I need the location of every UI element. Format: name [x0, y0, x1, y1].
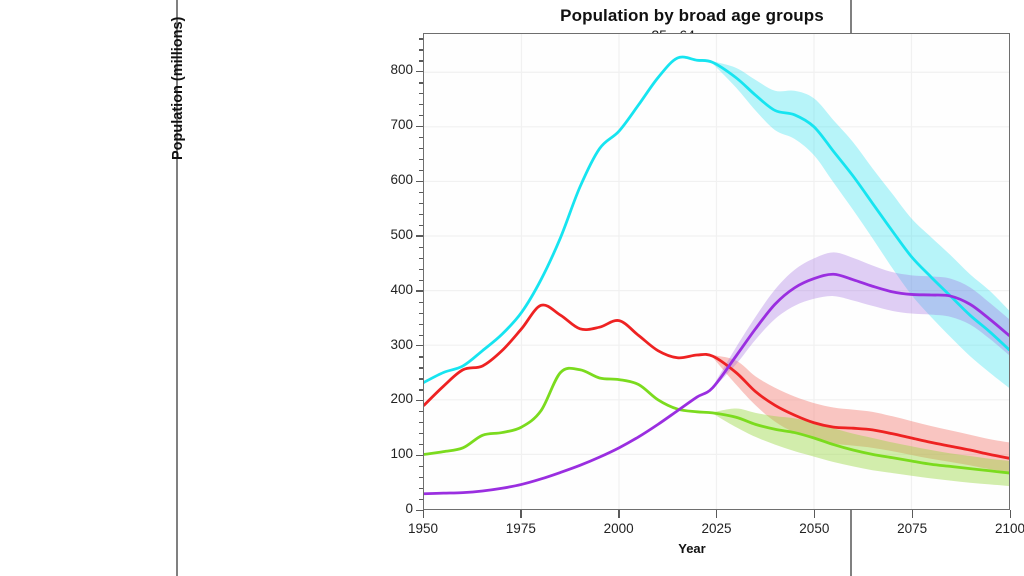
y-tickmark — [416, 509, 423, 511]
y-axis-label: Population (millions) — [170, 16, 186, 160]
y-minor-tickmark — [419, 148, 423, 150]
y-minor-tickmark — [419, 268, 423, 270]
y-minor-tickmark — [419, 378, 423, 380]
y-tick-label: 200 — [390, 391, 413, 407]
y-minor-tickmark — [419, 312, 423, 314]
x-tickmark — [716, 510, 718, 518]
y-minor-tickmark — [419, 499, 423, 501]
y-minor-tickmark — [419, 104, 423, 106]
y-minor-tickmark — [419, 60, 423, 62]
plot-area — [423, 33, 1010, 510]
y-tick-label: 700 — [390, 117, 413, 133]
gridlines — [424, 34, 1009, 509]
y-minor-tickmark — [419, 367, 423, 369]
x-tickmark — [911, 510, 914, 518]
y-minor-tickmark — [419, 192, 423, 194]
y-minor-tickmark — [419, 433, 423, 435]
y-tickmark — [416, 180, 423, 182]
x-tick-label: 2075 — [897, 521, 928, 536]
y-minor-tickmark — [419, 224, 423, 227]
y-minor-tickmark — [419, 411, 423, 413]
chart-title: Population by broad age groups — [560, 6, 824, 25]
y-minor-tickmark — [419, 115, 423, 117]
y-minor-tickmark — [419, 488, 423, 490]
y-minor-tickmark — [419, 279, 423, 281]
y-minor-tickmark — [419, 202, 423, 205]
x-tickmark — [1009, 510, 1011, 518]
y-minor-tickmark — [419, 334, 423, 336]
y-minor-tickmark — [419, 477, 423, 479]
y-tick-label: 0 — [405, 501, 413, 516]
y-tick-label: 800 — [390, 62, 413, 78]
y-minor-tickmark — [419, 38, 423, 40]
x-tick-label: 2100 — [994, 521, 1024, 536]
y-minor-tickmark — [419, 257, 423, 259]
y-tick-label: 100 — [390, 446, 413, 462]
y-minor-tickmark — [419, 213, 423, 216]
figure-canvas: Population by broad age groups Populatio… — [170, 0, 1024, 576]
y-tickmark — [416, 125, 423, 128]
x-tickmark — [813, 510, 816, 518]
x-tickmark — [520, 510, 522, 518]
y-minor-tickmark — [419, 82, 423, 84]
x-tick-label: 1950 — [407, 521, 439, 536]
y-minor-tickmark — [419, 389, 423, 391]
x-axis-label: Year — [678, 541, 706, 556]
x-tick-label: 2050 — [799, 521, 830, 536]
series-lines — [424, 55, 1009, 496]
y-minor-tickmark — [419, 466, 423, 468]
y-minor-tickmark — [419, 356, 423, 358]
y-minor-tickmark — [419, 444, 423, 446]
y-minor-tickmark — [419, 159, 423, 161]
y-tickmark — [416, 235, 423, 237]
y-tickmark — [416, 454, 423, 457]
x-tickmark — [618, 510, 620, 518]
y-tick-label: 600 — [390, 172, 413, 188]
frame-left-rule — [176, 0, 178, 576]
chart-svg — [424, 34, 1009, 509]
y-minor-tickmark — [419, 246, 423, 248]
y-tick-label: 400 — [390, 281, 413, 297]
y-tick-label: 500 — [390, 226, 413, 242]
y-minor-tickmark — [419, 170, 423, 172]
y-minor-tickmark — [419, 422, 423, 424]
y-minor-tickmark — [419, 137, 423, 139]
y-tickmark — [416, 345, 423, 347]
y-tick-label: 300 — [390, 336, 413, 352]
x-tick-label: 1975 — [505, 521, 536, 536]
x-tickmark — [422, 510, 424, 518]
y-minor-tickmark — [419, 323, 423, 325]
y-minor-tickmark — [419, 301, 423, 303]
y-minor-tickmark — [419, 49, 423, 51]
y-tickmark — [416, 290, 423, 292]
uncertainty-bands — [712, 61, 1009, 487]
y-tickmark — [416, 70, 423, 73]
x-tick-label: 2000 — [603, 521, 634, 536]
y-minor-tickmark — [419, 93, 423, 95]
x-tick-label: 2025 — [701, 521, 732, 536]
y-tickmark — [416, 399, 423, 402]
